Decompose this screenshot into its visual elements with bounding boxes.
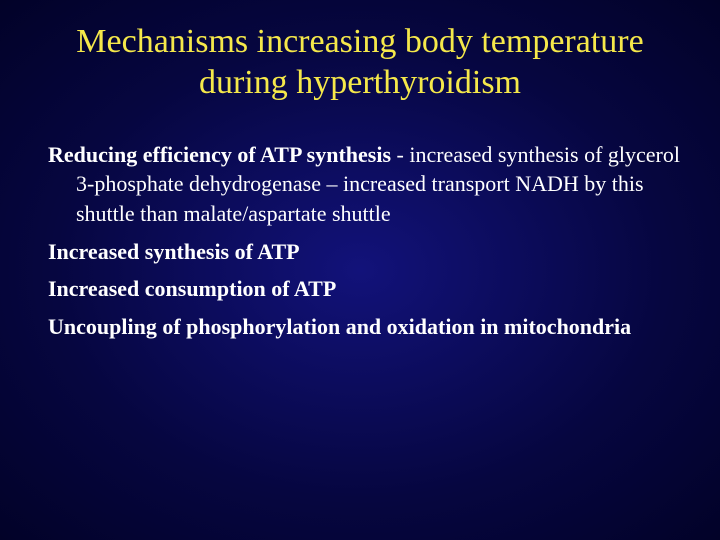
- bullet-item: Increased consumption of ATP: [48, 274, 680, 304]
- slide-container: Mechanisms increasing body temperature d…: [0, 0, 720, 540]
- bullet-bold: Reducing efficiency of ATP synthesis: [48, 142, 391, 167]
- slide-content: Reducing efficiency of ATP synthesis - i…: [40, 140, 680, 342]
- bullet-item: Increased synthesis of ATP: [48, 237, 680, 267]
- bullet-bold: Uncoupling of phosphorylation and oxidat…: [48, 314, 631, 339]
- bullet-bold: Increased consumption of ATP: [48, 276, 336, 301]
- slide-title: Mechanisms increasing body temperature d…: [40, 22, 680, 104]
- bullet-item: Uncoupling of phosphorylation and oxidat…: [48, 312, 680, 342]
- bullet-item: Reducing efficiency of ATP synthesis - i…: [48, 140, 680, 229]
- bullet-bold: Increased synthesis of ATP: [48, 239, 300, 264]
